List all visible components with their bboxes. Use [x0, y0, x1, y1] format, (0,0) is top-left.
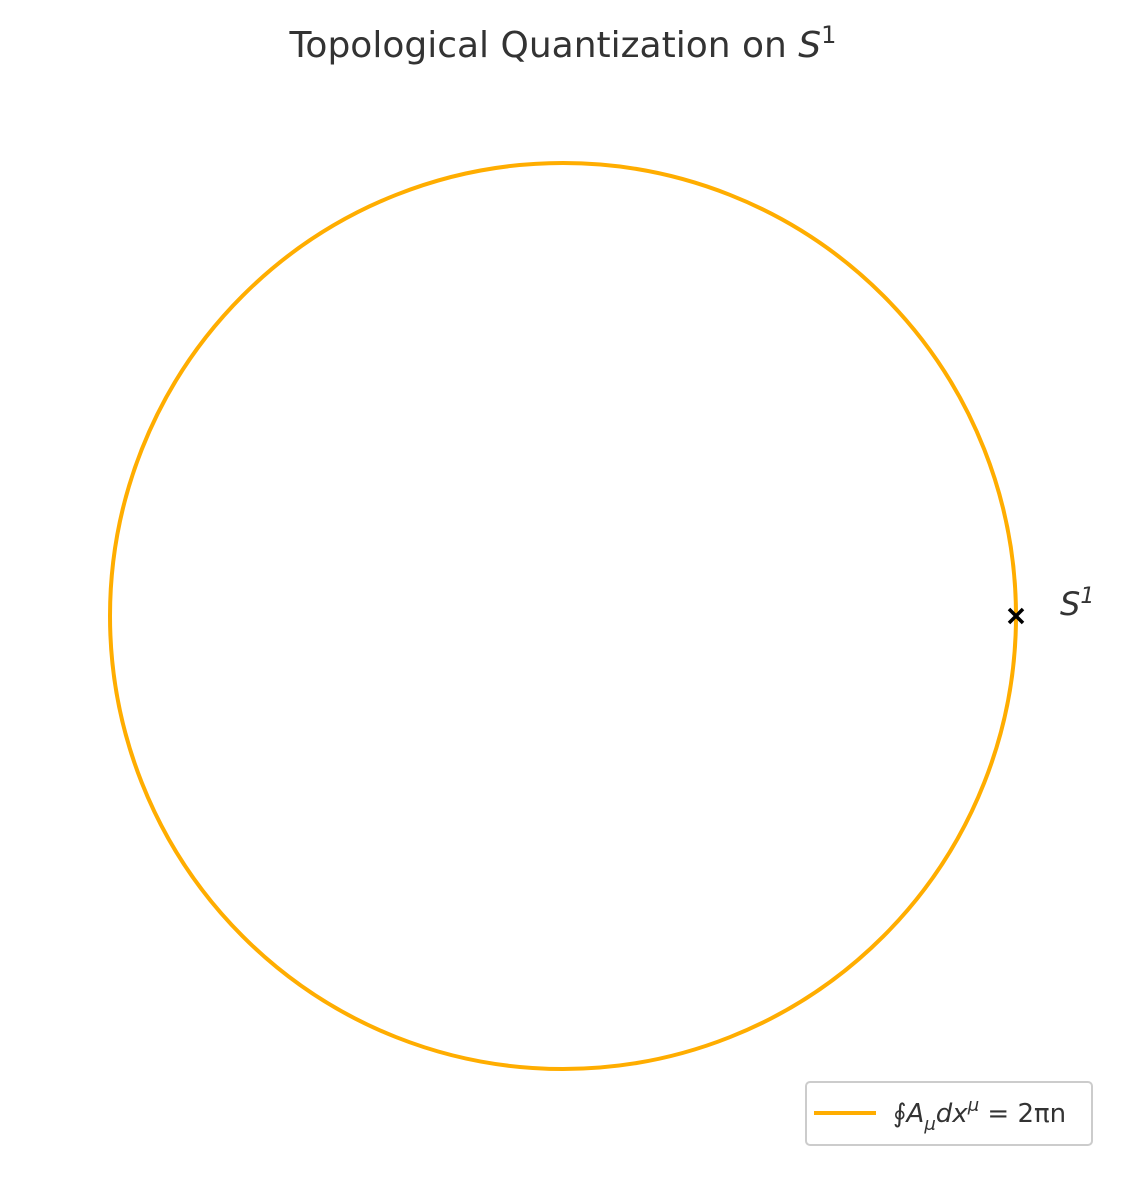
marked-point-label-superscript: 1: [1080, 584, 1094, 609]
legend-label: ∮Aμdxμ = 2πn: [893, 1095, 1066, 1135]
marked-point-x-icon: [1007, 607, 1025, 625]
chart-title-superscript: 1: [821, 21, 836, 49]
x-icon-stroke-b: [1007, 607, 1025, 625]
chart-title-math: S: [798, 25, 821, 66]
plot-area: S1: [108, 161, 1094, 1071]
marked-point-label-base: S: [1060, 585, 1080, 623]
marked-point-label: S1: [1060, 584, 1094, 623]
legend-label-integral: ∮A: [893, 1099, 924, 1129]
chart-title-main: Topological Quantization on: [289, 25, 799, 66]
legend-label-dx: dx: [936, 1099, 969, 1129]
legend-label-rhs: = 2πn: [979, 1099, 1066, 1129]
legend-label-superscript: μ: [967, 1095, 979, 1116]
legend: ∮Aμdxμ = 2πn: [805, 1081, 1093, 1146]
legend-label-subscript: μ: [923, 1114, 935, 1135]
chart-title: Topological Quantization on S1: [289, 21, 837, 66]
legend-frame: [805, 1081, 1093, 1146]
